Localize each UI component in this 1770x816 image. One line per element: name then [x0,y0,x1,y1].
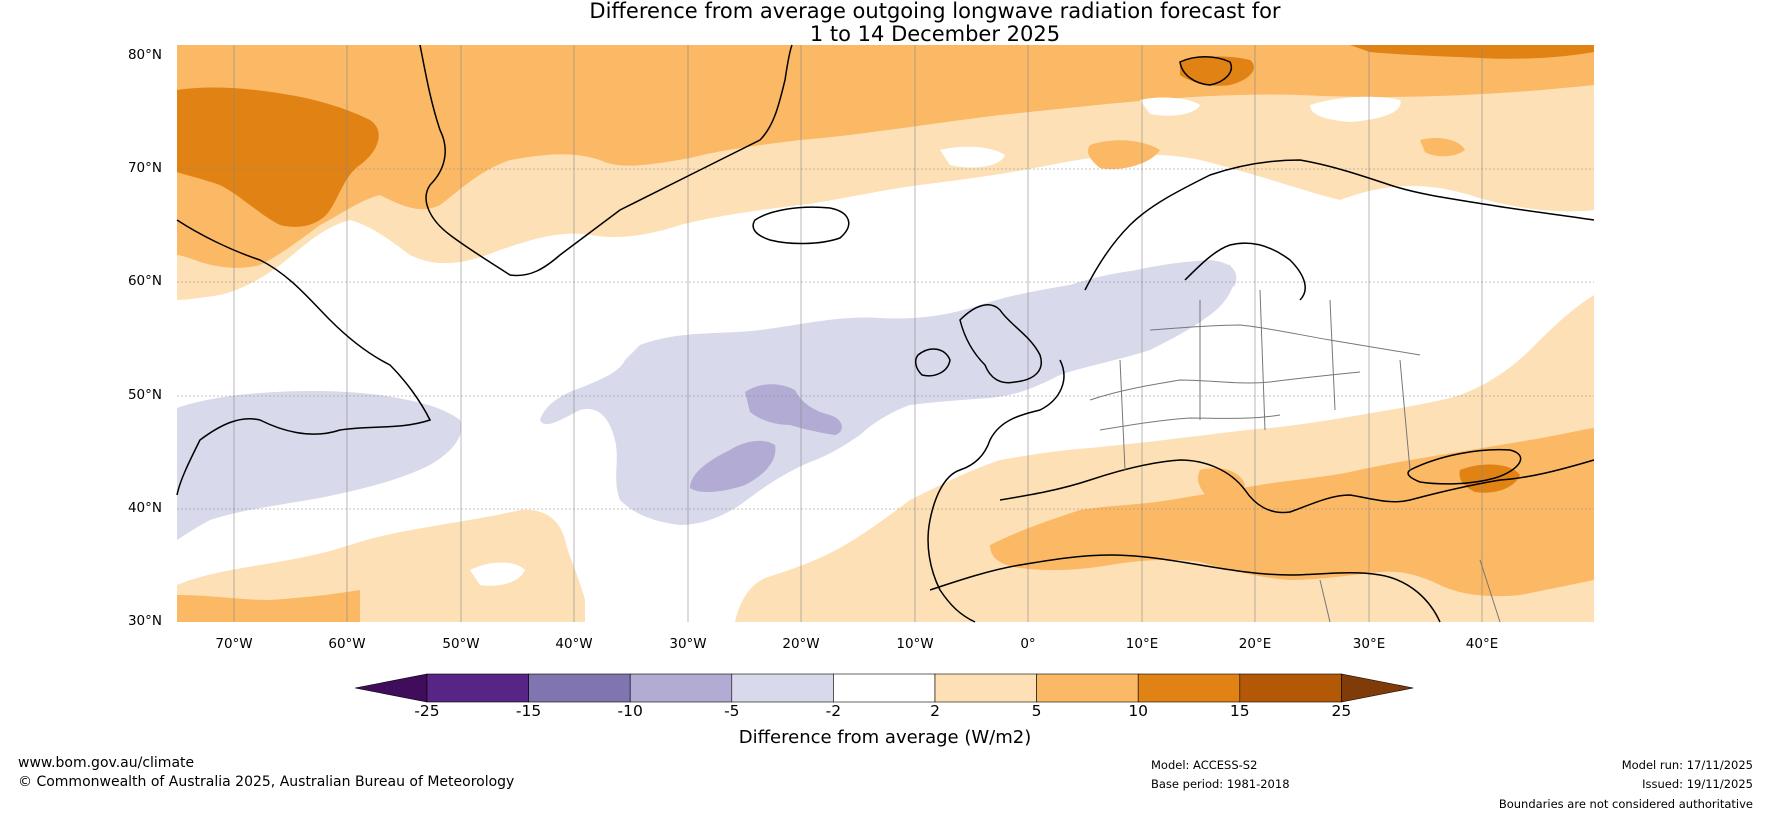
colorbar-swatch [833,673,936,703]
lon-label-20w: 20°W [782,636,820,652]
base-period: Base period: 1981-2018 [1151,777,1290,791]
lon-label-40w: 40°W [555,636,593,652]
colorbar-swatch [1036,673,1139,703]
lon-label-0: 0° [1020,636,1036,652]
anomaly-map [176,44,1595,623]
colorbar-swatches [354,673,1414,703]
lon-label-30w: 30°W [669,636,707,652]
lon-label-60w: 60°W [328,636,366,652]
anomaly-region-10-15-labrador [177,87,379,227]
colorbar-tick-label: 25 [1331,702,1352,720]
lat-label-40n: 40°N [127,500,162,516]
anomaly-region-5-10-north [177,45,1594,268]
anomaly-region-5-10-atlantic-south [177,590,360,622]
colorbar-swatch [528,673,631,703]
lat-label-70n: 70°N [127,160,162,176]
neutral-patch-iceland [940,146,1005,168]
colorbar-tick-label: 10 [1128,702,1149,720]
colorbar-swatch [731,673,834,703]
colorbar-swatch [426,673,529,703]
lat-label-30n: 30°N [127,613,162,629]
model-name: Model: ACCESS-S2 [1151,758,1258,772]
colorbar-swatch [934,673,1037,703]
issued-date: Issued: 19/11/2025 [1642,777,1753,791]
colorbar [354,673,1414,703]
coastlines [176,44,1595,623]
website-link[interactable]: www.bom.gov.au/climate [18,755,195,771]
anomaly-region-10-15-arctic [1350,45,1594,59]
colorbar-tick-label: -15 [515,702,542,720]
copyright: © Commonwealth of Australia 2025, Austra… [18,774,515,790]
map-subtitle: 1 to 14 December 2025 [809,22,1061,46]
lat-label-50n: 50°N [127,387,162,403]
lon-label-30e: 30°E [1352,636,1386,652]
colorbar-tick-label: -5 [724,702,740,720]
anomaly-region-minus5-minus10-b [690,440,776,492]
neutral-patch-arctic [1310,96,1401,122]
anomaly-region-minus2-minus5-canada [177,390,462,540]
colorbar-tick-label: 5 [1031,702,1042,720]
lon-label-50w: 50°W [442,636,480,652]
colorbar-tick-label: -2 [825,702,842,720]
lon-label-70w: 70°W [215,636,253,652]
colorbar-tick-label: -10 [617,702,643,720]
colorbar-swatch [1239,673,1342,703]
model-run: Model run: 17/11/2025 [1621,758,1753,772]
colorbar-tick-label: 15 [1229,702,1250,720]
graticule [177,45,1594,622]
colorbar-extend-low [354,673,428,703]
boundaries-disclaimer: Boundaries are not considered authoritat… [1498,797,1753,811]
colorbar-tick-label: -25 [414,702,440,720]
anomaly-region-2-5-south-atlantic [177,509,585,622]
colorbar-extend-high [1341,673,1414,703]
map-title: Difference from average outgoing longwav… [589,0,1281,23]
anomaly-region-5-10-italy [1198,468,1245,502]
lon-label-20e: 20°E [1238,636,1272,652]
colorbar-swatch [1137,673,1241,703]
anomaly-region-5-10-sea [1420,138,1465,157]
anomaly-region-10-15-svalbard [1180,56,1254,86]
neutral-patch-barents [1140,97,1200,116]
lon-label-10w: 10°W [896,636,934,652]
anomaly-region-minus2-minus5-europe [1090,260,1237,328]
lat-label-60n: 60°N [127,273,162,289]
lat-label-80n: 80°N [127,47,162,63]
neutral-patch-south [470,562,525,586]
lon-label-10e: 10°E [1125,636,1159,652]
colorbar-swatch [629,673,733,703]
colorbar-label: Difference from average (W/m2) [738,727,1032,748]
country-borders [1089,289,1501,623]
colorbar-tick-label: 2 [930,702,940,720]
anomaly-region-minus5-minus10-a [745,384,842,435]
lon-label-40e: 40°E [1465,636,1499,652]
